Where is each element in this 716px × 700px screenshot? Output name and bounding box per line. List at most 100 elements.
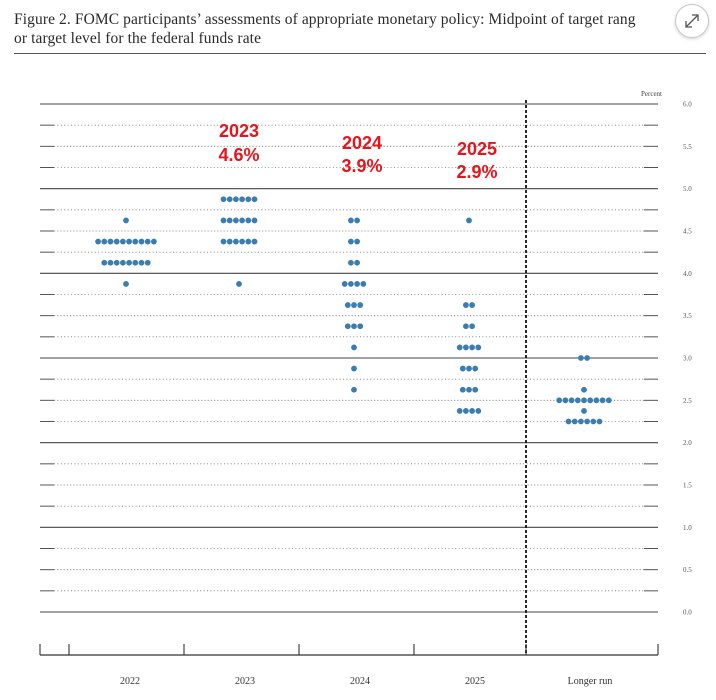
median-annotation-year: 2023 — [219, 121, 259, 141]
participant-dot — [599, 397, 606, 404]
participant-dot — [344, 302, 351, 308]
participant-dot — [226, 238, 233, 245]
participant-dot — [101, 259, 108, 266]
participant-dot — [113, 259, 120, 266]
participant-dot — [132, 238, 139, 245]
x-tick-label: Longer run — [568, 676, 613, 687]
participant-dot — [587, 397, 594, 404]
participant-dot — [220, 217, 227, 224]
participant-dot — [463, 344, 469, 351]
participant-dot — [123, 281, 129, 287]
participant-dot — [348, 281, 354, 287]
participant-dot — [459, 365, 466, 372]
participant-dot — [360, 281, 367, 287]
participant-dot — [584, 418, 590, 425]
participant-dot — [251, 196, 258, 203]
participant-dot — [348, 259, 354, 266]
participant-dot — [351, 323, 357, 330]
participant-dot — [144, 238, 151, 245]
y-tick-label: 0.5 — [683, 566, 692, 574]
participant-dot — [565, 418, 572, 425]
y-tick-label: 2.0 — [683, 439, 692, 447]
participant-dot — [466, 217, 472, 224]
participant-dot — [581, 386, 587, 393]
participant-dot — [459, 386, 466, 393]
participant-dot — [239, 196, 246, 203]
y-axis-label: Percent — [641, 90, 662, 98]
participant-dot — [562, 397, 569, 404]
participant-dot — [472, 365, 479, 372]
participant-dot — [120, 259, 126, 266]
y-tick-label: 2.5 — [683, 397, 692, 405]
y-tick-label: 5.5 — [683, 143, 692, 151]
participant-dot — [107, 259, 114, 266]
participant-dot — [245, 238, 252, 245]
participant-dot — [456, 408, 463, 414]
y-tick-label: 4.0 — [683, 270, 692, 278]
participant-dot — [354, 259, 360, 266]
participant-dot — [239, 238, 246, 245]
participant-dot — [475, 408, 482, 414]
median-annotation-year: 2025 — [457, 139, 497, 159]
x-tick-label: 2024 — [350, 676, 370, 687]
participant-dot — [463, 323, 469, 330]
participant-dot — [351, 302, 357, 308]
participant-dot — [126, 259, 132, 266]
participant-dot — [469, 302, 475, 308]
participant-dot — [469, 344, 475, 351]
participant-dot — [251, 238, 258, 245]
y-tick-label: 3.0 — [683, 355, 692, 363]
participant-dot — [351, 386, 357, 393]
participant-dot — [581, 408, 587, 414]
participant-dot — [472, 386, 479, 393]
expand-button[interactable] — [675, 4, 709, 38]
participant-dot — [233, 238, 239, 245]
participant-dot — [556, 397, 563, 404]
participant-dot — [220, 196, 227, 203]
participant-dot — [466, 386, 472, 393]
participant-dot — [357, 323, 364, 330]
y-tick-label: 1.5 — [683, 482, 692, 490]
participant-dot — [463, 408, 469, 414]
participant-dot — [144, 259, 151, 266]
participant-dot — [456, 344, 463, 351]
participant-dot — [574, 397, 581, 404]
caption-line-1: Figure 2. FOMC participants’ assessments… — [14, 11, 636, 28]
expand-arrows-icon — [685, 14, 699, 28]
participant-dot — [239, 217, 246, 224]
y-tick-label: 1.0 — [683, 524, 692, 532]
participant-dot — [126, 238, 132, 245]
participant-dot — [226, 217, 233, 224]
participant-dot — [605, 397, 612, 404]
participant-dot — [581, 397, 587, 404]
participant-dot — [138, 259, 145, 266]
participant-dot — [578, 418, 584, 425]
participant-dot — [245, 217, 252, 224]
participant-dot — [469, 408, 475, 414]
participant-dot — [578, 355, 584, 361]
median-annotation-value: 3.9% — [341, 156, 382, 176]
participant-dot — [95, 238, 101, 245]
participant-dot — [469, 323, 475, 330]
participant-dot — [233, 217, 239, 224]
participant-dot — [233, 196, 239, 203]
participant-dot — [354, 281, 360, 287]
participant-dot — [226, 196, 233, 203]
participant-dot — [341, 281, 348, 287]
participant-dot — [138, 238, 145, 245]
participant-dot — [475, 344, 482, 351]
median-annotation-value: 4.6% — [218, 145, 259, 165]
participant-dot — [107, 238, 114, 245]
participant-dot — [151, 238, 157, 245]
participant-dot — [466, 365, 472, 372]
participant-dot — [571, 418, 578, 425]
participant-dot — [348, 238, 354, 245]
participant-dot — [357, 302, 364, 308]
participant-dot — [584, 355, 590, 361]
participant-dot — [463, 302, 469, 308]
participant-dot — [568, 397, 575, 404]
participant-dot — [351, 365, 357, 372]
x-tick-label: 2023 — [235, 676, 255, 687]
participant-dot — [236, 281, 242, 287]
